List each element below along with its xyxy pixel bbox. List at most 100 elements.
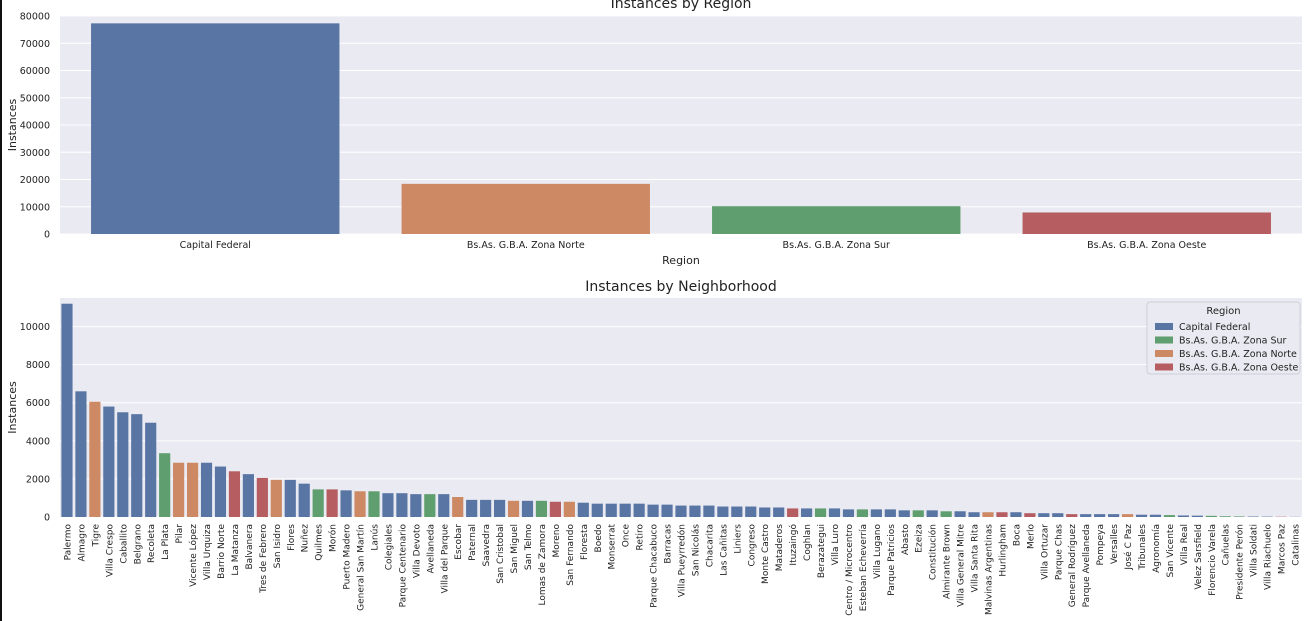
y-tick-label: 2000 xyxy=(26,474,50,485)
y-tick-label: 40000 xyxy=(20,121,50,132)
bar xyxy=(396,493,408,517)
x-tick-label: San Fernando xyxy=(566,524,576,586)
x-tick-label: Velez Sarsfield xyxy=(1194,524,1204,590)
bar xyxy=(89,401,101,517)
bar xyxy=(1024,513,1036,517)
x-tick-label: Tribunales xyxy=(1138,524,1148,571)
x-tick-label: Chacarita xyxy=(705,524,715,567)
x-tick-label: Bs.As. G.B.A. Zona Sur xyxy=(783,240,890,251)
x-tick-label: Tigre xyxy=(91,524,101,548)
x-tick-label: Villa Riachuelo xyxy=(1264,524,1274,590)
bar xyxy=(968,512,980,517)
bar xyxy=(438,494,450,517)
bar xyxy=(745,506,757,517)
x-tick-label: San Nicolás xyxy=(691,524,701,576)
bar xyxy=(410,494,422,517)
x-tick-label: Barrio Norte xyxy=(217,524,227,579)
bar xyxy=(214,466,227,517)
x-tick-label: Recoleta xyxy=(147,524,157,563)
x-tick-label: Berazategui xyxy=(817,524,827,578)
x-tick-label: José C Paz xyxy=(1123,524,1134,571)
x-tick-label: Morón xyxy=(328,524,339,552)
x-tick-label: Flores xyxy=(287,524,297,551)
x-tick-label: Constitución xyxy=(928,524,939,580)
x-tick-label: Abasto xyxy=(901,524,911,556)
bar xyxy=(1233,516,1245,517)
bar xyxy=(452,497,464,517)
bar xyxy=(675,505,687,517)
x-tick-label: La Plata xyxy=(161,524,171,560)
bar xyxy=(703,505,715,517)
x-tick-label: Liniers xyxy=(733,524,743,554)
x-tick-label: Quilmes xyxy=(315,524,325,561)
x-tick-label: Coghlan xyxy=(803,524,813,561)
legend-label: Bs.As. G.B.A. Zona Oeste xyxy=(1179,363,1298,374)
bar xyxy=(898,510,910,517)
bar xyxy=(256,477,268,517)
bar xyxy=(1163,515,1176,517)
bar xyxy=(131,414,143,517)
y-tick-label: 0 xyxy=(44,230,50,241)
x-tick-label: Villa Ortuzar xyxy=(1040,524,1050,580)
x-tick-label: Las Cañitas xyxy=(719,524,729,576)
x-tick-label: Palermo xyxy=(63,524,73,561)
bar xyxy=(1149,514,1162,517)
bar xyxy=(1094,514,1106,517)
bar xyxy=(926,510,938,517)
window-left-edge xyxy=(0,0,2,621)
x-tick-label: Paternal xyxy=(468,524,478,561)
bar xyxy=(1135,514,1148,517)
x-tick-label: Villa Crespo xyxy=(105,524,115,578)
bar xyxy=(61,303,73,517)
x-tick-label: Villa Pueyrredón xyxy=(677,524,688,597)
bar xyxy=(619,503,631,517)
x-tick-label: Floresta xyxy=(580,524,590,560)
x-tick-label: Pilar xyxy=(175,524,185,544)
chart-title: Instances by Neighborhood xyxy=(585,279,777,295)
x-tick-label: Esteban Echeverría xyxy=(859,524,869,611)
x-axis-label: Region xyxy=(662,254,700,267)
legend-label: Bs.As. G.B.A. Zona Sur xyxy=(1179,336,1286,347)
bar xyxy=(535,500,548,517)
y-tick-label: 80000 xyxy=(20,12,50,23)
x-tick-label: Monte Castro xyxy=(761,524,771,584)
bar xyxy=(242,474,254,517)
bar xyxy=(424,494,436,517)
bar xyxy=(689,505,701,517)
bar xyxy=(549,501,561,517)
bar xyxy=(814,508,827,517)
x-tick-label: Tres de Febrero xyxy=(259,524,269,594)
x-tick-label: Parque Avellaneda xyxy=(1082,524,1092,607)
bar xyxy=(884,509,896,517)
y-axis-label: Instances xyxy=(6,381,19,434)
bar xyxy=(284,479,296,517)
x-tick-label: Caballito xyxy=(119,524,129,564)
bar xyxy=(521,500,534,517)
bar xyxy=(1066,514,1078,517)
bar xyxy=(382,493,394,517)
x-tick-label: Balvanera xyxy=(245,524,255,570)
y-tick-label: 60000 xyxy=(20,66,50,77)
y-tick-label: 30000 xyxy=(20,148,50,159)
x-tick-label: Centro / Microcentro xyxy=(845,524,855,616)
y-tick-label: 8000 xyxy=(26,360,50,371)
x-tick-label: Vicente López xyxy=(188,524,199,587)
bar xyxy=(1010,512,1022,517)
x-tick-label: La Matanza xyxy=(231,524,241,576)
y-tick-label: 20000 xyxy=(20,175,50,186)
x-tick-label: Versalles xyxy=(1110,524,1120,564)
bar xyxy=(298,483,310,517)
x-tick-label: Villa Santa Rita xyxy=(971,524,981,592)
x-tick-label: Bs.As. G.B.A. Zona Norte xyxy=(467,240,585,251)
x-tick-label: Parque Patricios xyxy=(887,524,897,596)
y-tick-label: 6000 xyxy=(26,398,50,409)
x-tick-label: Florencio Varela xyxy=(1208,524,1218,596)
bar xyxy=(401,183,650,234)
y-tick-label: 10000 xyxy=(20,202,50,213)
x-tick-label: San Cristobal xyxy=(496,524,506,584)
legend-swatch xyxy=(1155,336,1173,344)
bar xyxy=(1022,212,1271,234)
bar xyxy=(870,509,882,517)
bar xyxy=(354,491,366,517)
x-tick-label: Avellaneda xyxy=(426,524,436,573)
